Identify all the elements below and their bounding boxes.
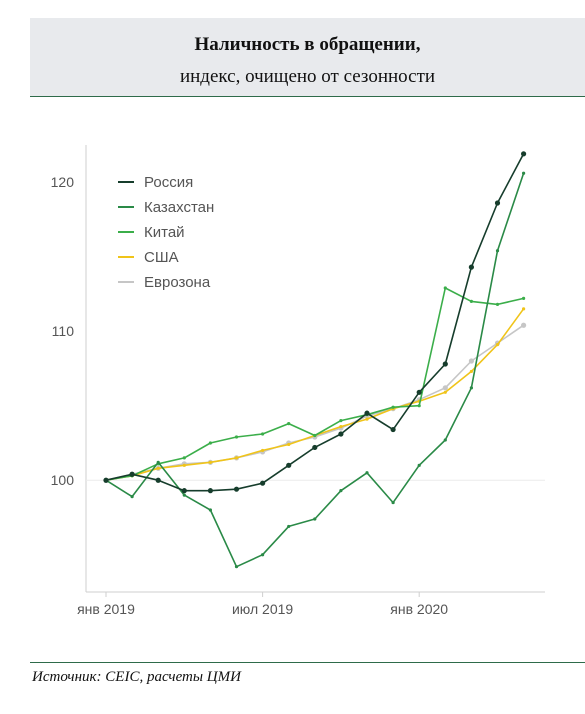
data-point	[182, 456, 186, 460]
data-point	[287, 442, 291, 447]
data-point	[103, 477, 109, 483]
data-point	[417, 463, 421, 467]
data-point	[417, 404, 421, 408]
legend-label: США	[144, 249, 179, 266]
data-point	[391, 500, 395, 505]
series-line-2	[105, 287, 524, 481]
data-point	[495, 249, 500, 253]
data-point	[312, 444, 318, 451]
data-point	[182, 493, 186, 497]
data-point	[339, 419, 343, 423]
chart-subtitle: индекс, очищено от сезонности	[179, 66, 436, 87]
data-point	[469, 369, 473, 374]
data-point	[522, 296, 526, 301]
data-point	[234, 565, 239, 569]
data-point	[443, 286, 447, 290]
data-point	[156, 466, 160, 470]
data-point	[287, 421, 291, 426]
series-line-4	[105, 324, 525, 481]
chart-header: Наличность в обращении, индекс, очищено …	[30, 18, 585, 97]
data-point	[365, 417, 369, 421]
data-point	[260, 480, 266, 486]
y-tick-label: 120	[51, 174, 75, 190]
data-point	[390, 426, 396, 433]
data-point	[339, 424, 343, 429]
data-point	[365, 471, 369, 475]
data-point	[207, 488, 213, 494]
data-point	[443, 438, 447, 442]
data-point	[208, 441, 212, 445]
data-point	[156, 460, 160, 464]
data-point	[469, 299, 473, 303]
data-point	[364, 410, 370, 416]
x-tick-label: июл 2019	[232, 601, 293, 617]
data-point	[522, 307, 526, 311]
data-point	[469, 386, 473, 390]
data-point	[233, 486, 240, 492]
legend-label: Еврозона	[144, 274, 211, 291]
data-point	[129, 471, 135, 477]
y-tick-label: 100	[51, 472, 75, 488]
data-point	[442, 385, 448, 391]
line-chart: 100 110 120 янв 2019 июл 2019 янв 2020 Россия К…	[51, 145, 545, 617]
data-point	[442, 361, 448, 367]
data-point	[338, 431, 344, 437]
data-point	[130, 495, 134, 499]
legend-label: Китай	[144, 224, 185, 241]
data-point	[494, 200, 501, 206]
data-point	[261, 553, 265, 557]
data-point	[181, 488, 187, 494]
source-note: Источник: CEIC, расчеты ЦМИ	[32, 669, 241, 685]
data-point	[155, 477, 161, 483]
data-point	[234, 435, 239, 439]
chart-title: Наличность в обращении,	[194, 34, 421, 55]
series-line-3	[105, 308, 525, 481]
data-point	[313, 433, 317, 438]
data-point	[468, 358, 474, 364]
x-tick-label: янв 2019	[77, 601, 135, 617]
data-point	[208, 460, 212, 464]
data-point	[522, 171, 526, 175]
footer-divider	[30, 662, 585, 663]
data-point	[521, 322, 527, 328]
legend-label: Россия	[144, 174, 193, 191]
y-tick-label: 110	[52, 323, 75, 339]
data-point	[261, 448, 265, 453]
data-point	[468, 264, 474, 270]
data-point	[313, 517, 317, 521]
data-point	[182, 463, 186, 467]
data-point	[287, 524, 291, 529]
data-point	[416, 389, 422, 395]
legend-label: Казахстан	[144, 199, 214, 216]
data-point	[521, 151, 527, 157]
data-point	[495, 302, 500, 306]
data-point	[286, 462, 292, 468]
data-point	[234, 456, 239, 460]
data-point	[495, 343, 500, 347]
data-point	[339, 489, 343, 493]
data-point	[261, 432, 265, 436]
x-tick-label: янв 2020	[390, 601, 448, 617]
data-point	[391, 405, 395, 409]
data-point	[208, 508, 212, 512]
data-point	[443, 390, 447, 394]
